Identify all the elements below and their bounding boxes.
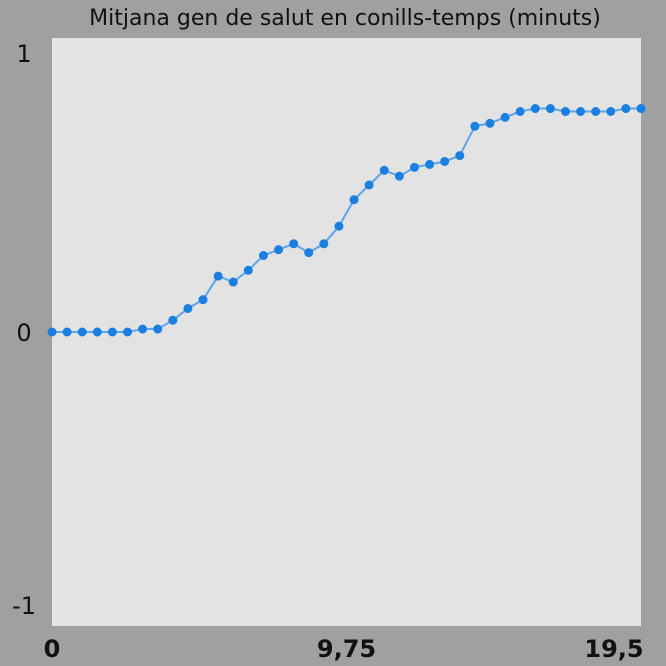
series-layer xyxy=(47,104,646,337)
x-tick-label: 0 xyxy=(44,635,61,663)
data-point xyxy=(530,104,540,114)
data-point xyxy=(123,327,133,337)
data-point xyxy=(455,151,465,161)
y-axis-ticks: 1 0 -1 xyxy=(12,40,36,620)
data-point xyxy=(107,327,117,337)
data-point xyxy=(591,107,601,116)
data-point xyxy=(258,251,268,261)
data-point xyxy=(77,327,87,337)
chart-title: Mitjana gen de salut en conills-temps (m… xyxy=(89,6,601,31)
data-point xyxy=(379,165,389,175)
x-tick-label: 9,75 xyxy=(317,635,376,663)
data-point xyxy=(289,239,299,249)
data-point xyxy=(319,239,329,249)
data-point xyxy=(198,295,208,305)
data-point xyxy=(621,104,631,114)
data-point xyxy=(183,303,193,313)
data-point xyxy=(213,271,223,281)
data-point xyxy=(470,121,480,131)
data-point xyxy=(243,265,253,275)
data-point xyxy=(560,107,570,116)
data-point xyxy=(349,195,359,205)
data-point xyxy=(47,327,57,337)
x-axis-ticks: 0 9,75 19,5 xyxy=(44,635,644,663)
data-point xyxy=(576,107,586,116)
data-point xyxy=(138,324,148,334)
data-point xyxy=(636,104,646,114)
data-point xyxy=(545,104,555,114)
y-tick-label: -1 xyxy=(12,592,36,620)
y-tick-label: 1 xyxy=(16,40,31,68)
data-point xyxy=(425,159,435,169)
data-point xyxy=(274,245,284,255)
data-point xyxy=(92,327,102,337)
plot-area xyxy=(52,38,641,626)
data-point xyxy=(228,277,238,287)
data-point xyxy=(440,156,450,166)
series-line xyxy=(52,107,641,333)
data-point xyxy=(334,221,344,231)
data-point xyxy=(364,180,374,190)
data-point xyxy=(168,315,178,325)
data-point xyxy=(394,171,404,181)
data-point xyxy=(606,107,616,116)
data-point xyxy=(62,327,72,337)
data-point xyxy=(304,248,314,258)
data-point xyxy=(485,118,495,128)
data-point xyxy=(515,107,525,116)
data-point xyxy=(153,324,163,334)
data-point xyxy=(500,112,510,122)
x-tick-label: 19,5 xyxy=(584,635,643,663)
data-point xyxy=(409,162,419,172)
y-tick-label: 0 xyxy=(16,319,31,347)
